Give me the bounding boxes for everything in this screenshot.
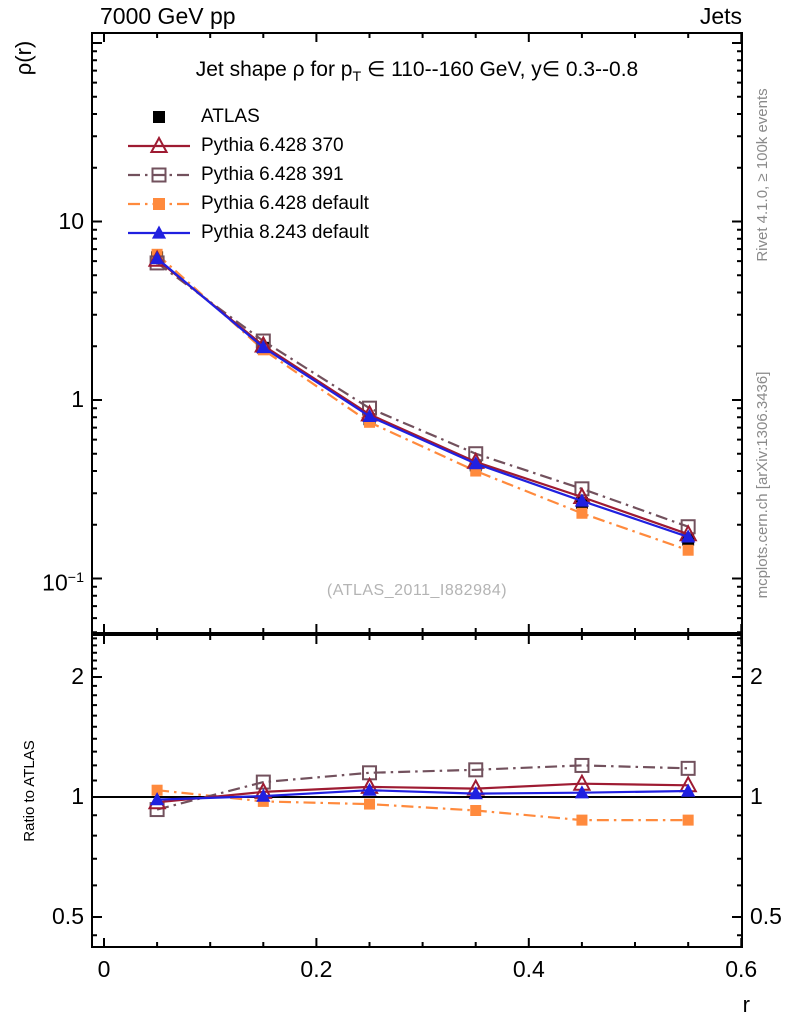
mcplots-attribution-note-text: mcplots.cern.ch [arXiv:1306.3436]: [753, 371, 771, 599]
main-y-tick-label: 1: [71, 386, 84, 412]
series-pythia-6-428-default: [151, 248, 694, 826]
legend-label: Pythia 6.428 default: [201, 192, 369, 214]
data-point-marker: [362, 408, 377, 422]
data-point-marker: [364, 798, 376, 810]
data-point-marker: [681, 783, 696, 797]
ratio-y-tick-label-right: 1: [750, 783, 763, 809]
legend-marker-pythia-6-428-default: [128, 197, 190, 210]
series-line-main: [156, 262, 689, 528]
legend-marker-atlas: [153, 110, 165, 123]
data-point-marker: [364, 416, 376, 428]
data-point-marker: [151, 784, 163, 796]
legend-marker-pythia-6-428-370: [128, 135, 190, 153]
data-point-marker: [153, 110, 165, 123]
data-point-marker: [576, 507, 588, 519]
legend-item-pythia-6-428-370: Pythia 6.428 370: [126, 131, 369, 160]
ratio-y-tick-label-right: 2: [750, 663, 763, 689]
mcplots-attribution-note: mcplots.cern.ch [arXiv:1306.3436]: [753, 330, 771, 640]
x-tick-label: 0: [97, 956, 111, 982]
ratio-y-tick-label-right: 0.5: [750, 902, 782, 929]
main-y-axis-title-text: ρ(r): [11, 40, 36, 76]
main-y-tick-label: 10−1: [42, 569, 84, 596]
data-point-marker: [151, 167, 167, 182]
beam-energy-label: 7000 GeV pp: [100, 3, 236, 29]
legend-label: Pythia 6.428 391: [201, 163, 344, 185]
legend-marker-pythia-6-428-391: [128, 167, 190, 182]
data-point-marker: [151, 225, 167, 239]
series-line-main: [156, 257, 689, 538]
analysis-group-label: Jets: [699, 3, 742, 29]
series-pythia-8-243-default: [150, 250, 696, 806]
ratio-y-tick-label-left: 0.5: [52, 902, 84, 929]
data-point-marker: [470, 804, 482, 816]
rivet-version-note-text: Rivet 4.1.0, ≥ 100k events: [753, 88, 771, 262]
data-point-marker: [574, 493, 590, 507]
series-line-main: [156, 258, 689, 536]
legend: ATLAS Pythia 6.428 370 Pythia 6.428 391 Pyt…: [126, 102, 369, 247]
legend-item-pythia-8-243-default: Pythia 8.243 default: [126, 218, 369, 247]
legend-label: Pythia 6.428 370: [201, 134, 344, 156]
legend-label: ATLAS: [201, 105, 260, 127]
axis-ticks: [92, 33, 743, 947]
legend-item-pythia-6-428-default: Pythia 6.428 default: [126, 189, 369, 218]
ratio-panel-frame: [91, 634, 743, 948]
analysis-id-watermark: (ATLAS_2011_I882984): [326, 582, 508, 599]
plot-title-post: ∈ 110--160 GeV, y∈ 0.3--0.8: [361, 58, 639, 81]
legend-item-atlas: ATLAS: [126, 102, 369, 131]
data-point-marker: [255, 774, 271, 790]
main-y-tick-label: 10: [58, 207, 84, 234]
legend-marker-pythia-8-243-default: [128, 225, 190, 239]
plot-title-pre: Jet shape ρ for p: [195, 58, 353, 81]
x-tick-label: 0.2: [300, 956, 333, 982]
data-point-marker: [680, 760, 696, 776]
plot-title-sub: T: [352, 69, 362, 86]
data-point-marker: [682, 814, 694, 826]
legend-label: Pythia 8.243 default: [201, 221, 369, 243]
ratio-y-tick-label-left: 1: [71, 783, 84, 809]
series-atlas: [151, 250, 695, 547]
series-line-ratio: [156, 789, 689, 822]
data-point-marker: [256, 788, 271, 802]
series-pythia-6-428-391: [149, 255, 696, 818]
legend-item-pythia-6-428-391: Pythia 6.428 391: [126, 160, 369, 189]
plot-title: Jet shape ρ for pT ∈ 110--160 GeV, y∈ 0.…: [92, 57, 742, 85]
data-point-marker: [149, 135, 169, 153]
data-point-marker: [468, 762, 484, 778]
series-line-ratio: [157, 789, 689, 801]
data-point-marker: [468, 786, 483, 800]
data-point-marker: [153, 197, 165, 210]
series-line-ratio: [156, 782, 689, 804]
rivet-version-note: Rivet 4.1.0, ≥ 100k events: [753, 30, 771, 320]
main-y-axis-title: ρ(r): [11, 0, 37, 118]
data-point-marker: [576, 814, 588, 826]
data-point-marker: [468, 456, 483, 470]
series-line-main: [156, 253, 689, 552]
x-axis-title: r: [742, 992, 750, 1017]
data-point-marker: [150, 792, 165, 806]
main-panel-frame: [91, 32, 743, 634]
data-point-marker: [574, 757, 590, 773]
series-line-ratio: [156, 764, 689, 811]
x-tick-label: 0.6: [725, 956, 758, 982]
data-point-marker: [470, 465, 482, 477]
x-tick-label: 0.4: [512, 956, 545, 982]
data-point-marker: [362, 782, 377, 796]
data-point-marker: [574, 785, 590, 799]
series-pythia-6-428-370: [147, 249, 698, 810]
ratio-y-tick-label-left: 2: [71, 663, 84, 689]
data-point-marker: [681, 529, 696, 543]
data-point-marker: [150, 250, 165, 265]
data-point-marker: [256, 339, 271, 354]
data-point-marker: [682, 544, 694, 556]
